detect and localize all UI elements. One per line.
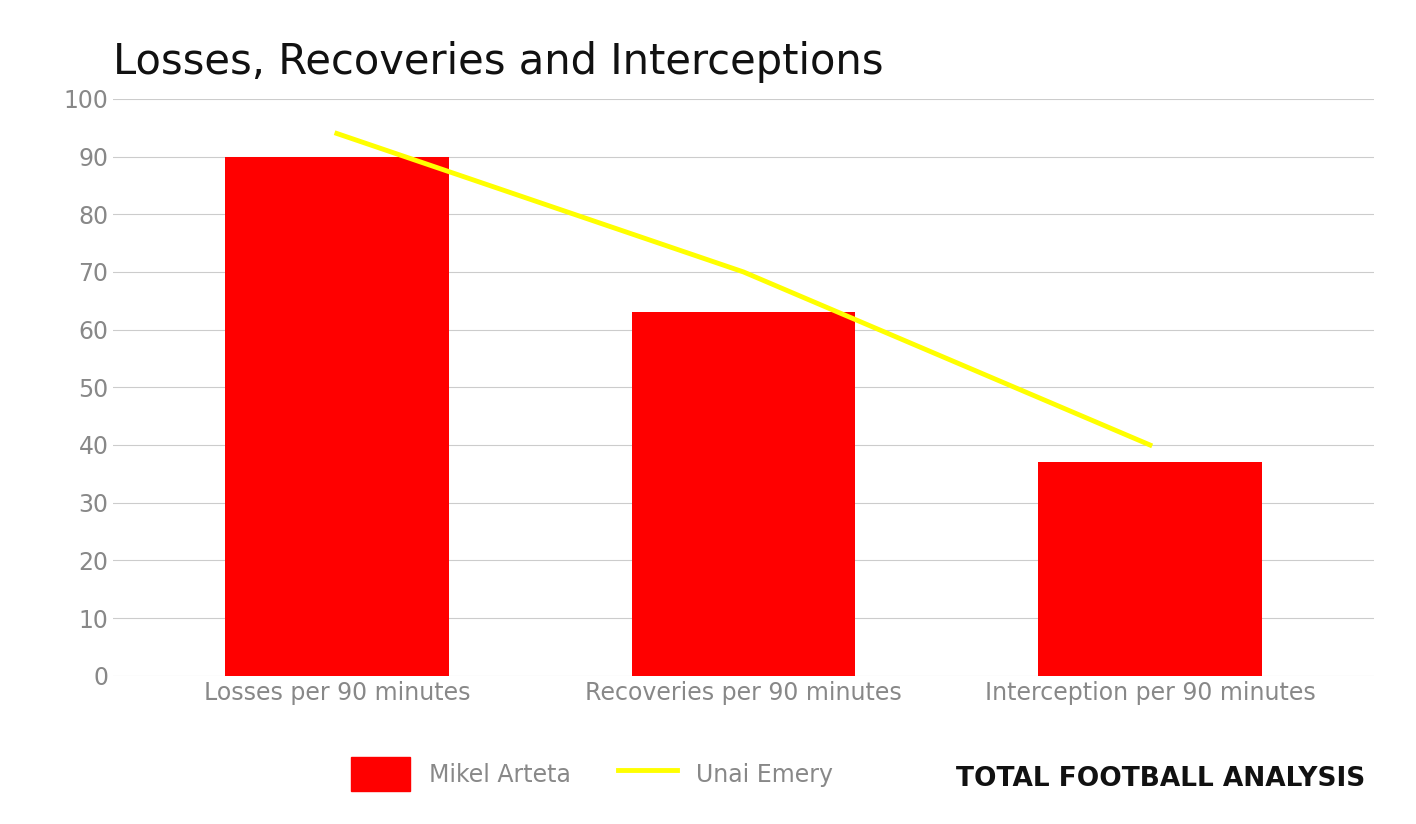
Text: TOTAL FOOTBALL ANALYSIS: TOTAL FOOTBALL ANALYSIS	[956, 765, 1366, 792]
Bar	[632, 312, 855, 676]
Text: Losses, Recoveries and Interceptions: Losses, Recoveries and Interceptions	[113, 41, 884, 83]
Bar	[225, 157, 449, 676]
Bar	[1038, 462, 1262, 676]
Legend: Mikel Arteta, Unai Emery: Mikel Arteta, Unai Emery	[351, 757, 833, 791]
